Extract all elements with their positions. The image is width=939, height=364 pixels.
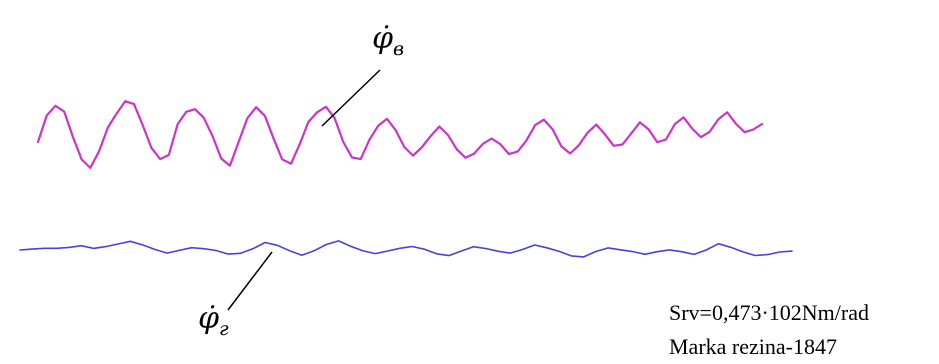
legend-label-g: φ̇г — [198, 301, 229, 340]
legend-symbol-g: φ̇ — [198, 301, 219, 336]
trace-phi-dot-v — [36, 100, 764, 169]
rubber-grade-annotation: Marka rezina-1847 — [669, 334, 837, 359]
trace-phi-dot-g — [19, 240, 793, 258]
legend-label-v: φ̇в — [372, 21, 404, 60]
stiffness-annotation: Srv=0,473·102Nm/rad — [669, 300, 869, 325]
legend-symbol-v: φ̇ — [372, 21, 393, 56]
leader-line-g — [227, 251, 273, 311]
series-line-v — [36, 100, 764, 169]
legend-subscript-v: в — [393, 38, 404, 60]
leader-line-v — [321, 69, 381, 127]
legend-subscript-g: г — [219, 318, 229, 340]
series-line-g — [19, 240, 793, 258]
